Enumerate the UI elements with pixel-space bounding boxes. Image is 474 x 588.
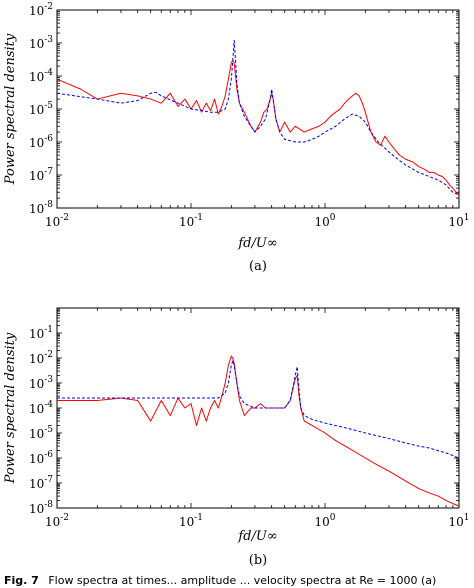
y-tick-label: 10-3 — [29, 35, 53, 51]
y-axis-label-a: Power spectral density — [3, 33, 18, 185]
y-tick-label: 10-6 — [29, 134, 53, 150]
x-tick-label: 10-1 — [179, 513, 203, 529]
y-tick-labels-b: 10-8 10-7 10-6 10-5 10-4 10-3 10-2 10-1 — [29, 325, 53, 516]
y-tick-label: 10-3 — [29, 375, 53, 391]
y-tick-label: 10-4 — [29, 68, 53, 84]
y-tick-label: 10-5 — [29, 425, 53, 441]
axis-ticks-a — [56, 10, 459, 209]
y-tick-label: 10-5 — [29, 101, 53, 117]
series-line-measured-a — [56, 59, 460, 196]
y-tick-labels-a: 10-8 10-7 10-6 10-5 10-4 10-3 10-2 — [29, 2, 53, 216]
y-tick-label: 10-8 — [29, 500, 53, 516]
x-tick-label: 100 — [314, 513, 335, 529]
x-axis-label-b: fd/U∞ — [237, 529, 277, 544]
y-tick-label: 10-6 — [29, 450, 53, 466]
panel-label-b: (b) — [249, 553, 267, 568]
x-tick-label: 100 — [314, 213, 335, 229]
series-line-model-a — [56, 39, 460, 196]
figure-caption: Fig. 7 Flow spectra at times... amplitud… — [4, 574, 436, 587]
x-axis-label-a: fd/U∞ — [237, 236, 277, 251]
panel-label-a: (a) — [249, 259, 267, 274]
series-line-model-b — [57, 359, 460, 459]
caption-prefix: Fig. 7 — [4, 574, 39, 587]
series-group-a — [56, 39, 460, 196]
plot-frame-b — [56, 307, 460, 509]
y-tick-label: 10-4 — [29, 400, 53, 416]
y-tick-label: 10-1 — [29, 325, 53, 341]
x-tick-labels-a: 10-2 10-1 100 101 — [45, 213, 470, 229]
x-tick-label: 10-1 — [179, 213, 203, 229]
y-tick-label: 10-8 — [29, 200, 53, 216]
plot-frame-a — [56, 9, 460, 209]
x-tick-label: 101 — [448, 213, 469, 229]
y-tick-label: 10-2 — [29, 350, 53, 366]
y-axis-label-b: Power spectral density — [3, 332, 18, 484]
chart-panel-a: 10-2 10-1 100 101 10-810-710-610-510-410-31… — [3, 2, 470, 274]
series-line-measured-b — [57, 355, 460, 507]
x-tick-label: 10-2 — [45, 513, 69, 529]
y-tick-label: 10-2 — [29, 2, 53, 18]
y-tick-label: 10-7 — [29, 167, 53, 183]
x-tick-label: 101 — [448, 513, 469, 529]
axis-ticks-b — [56, 308, 459, 509]
caption-text: Flow spectra at times... amplitude ... v… — [48, 574, 436, 587]
y-tick-label: 10-7 — [29, 475, 53, 491]
series-group-b — [57, 355, 460, 507]
x-tick-labels-b: 10-2 10-1 100 101 — [45, 513, 470, 529]
x-tick-label: 10-2 — [45, 213, 69, 229]
chart-panel-b: 10-2 10-1 100 101 10-810-710-610-510-410-31… — [3, 307, 470, 568]
